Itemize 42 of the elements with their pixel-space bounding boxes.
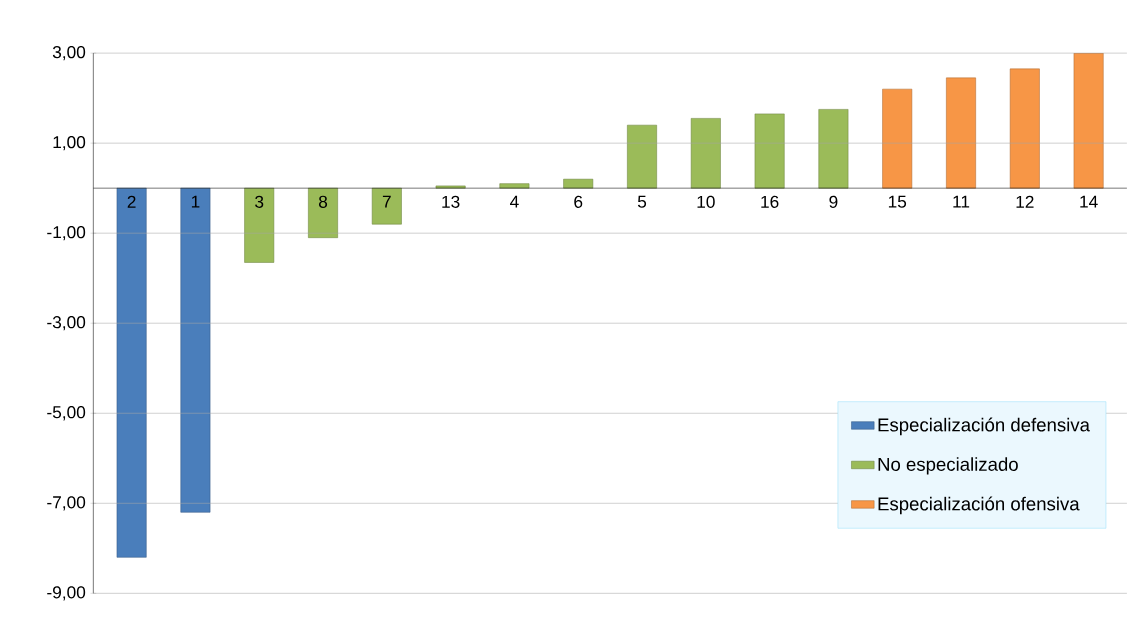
bar	[244, 188, 275, 263]
x-tick-label: 3	[255, 195, 264, 209]
bar	[627, 125, 657, 189]
x-tick-label: 10	[697, 195, 715, 209]
x-tick-label: 8	[318, 195, 328, 209]
y-tick-label: -5,00	[47, 406, 86, 421]
x-tick-label: 12	[1016, 195, 1034, 208]
y-tick-label: -3,00	[47, 316, 86, 331]
bar	[180, 188, 211, 513]
bar	[818, 109, 849, 189]
bar	[371, 188, 402, 225]
y-tick-label: 1,00	[53, 136, 86, 151]
x-tick-label: 5	[637, 195, 647, 208]
legend-label: Especialización ofensiva	[878, 496, 1080, 515]
x-tick-label: 6	[574, 195, 583, 209]
x-tick-label: 16	[761, 195, 779, 209]
x-tick-label: 7	[382, 195, 391, 208]
bar	[882, 89, 913, 189]
x-tick-label: 9	[829, 195, 838, 209]
y-tick-label: -1,00	[47, 226, 86, 241]
x-tick-label: 14	[1080, 195, 1098, 208]
x-tick-label: 4	[510, 195, 519, 208]
bar	[563, 179, 594, 189]
bar	[1009, 68, 1040, 189]
bar	[116, 188, 147, 558]
x-tick-label: 15	[888, 195, 907, 208]
y-tick-label: 3,00	[52, 46, 86, 61]
legend-label: No especializado	[878, 457, 1018, 475]
y-tick-label: -9,00	[47, 586, 86, 601]
bar	[754, 113, 785, 189]
x-tick-label: 1	[191, 195, 200, 208]
bar	[308, 188, 338, 239]
bar	[946, 77, 976, 189]
bar	[1073, 53, 1104, 189]
x-tick-label: 13	[442, 195, 460, 209]
bar	[690, 118, 721, 189]
legend-label: Especialización defensiva	[878, 417, 1090, 436]
x-tick-label: 2	[127, 195, 136, 208]
bar	[499, 183, 530, 189]
x-tick-label: 11	[953, 195, 970, 208]
y-tick-label: -7,00	[47, 496, 86, 511]
bar	[435, 185, 466, 189]
